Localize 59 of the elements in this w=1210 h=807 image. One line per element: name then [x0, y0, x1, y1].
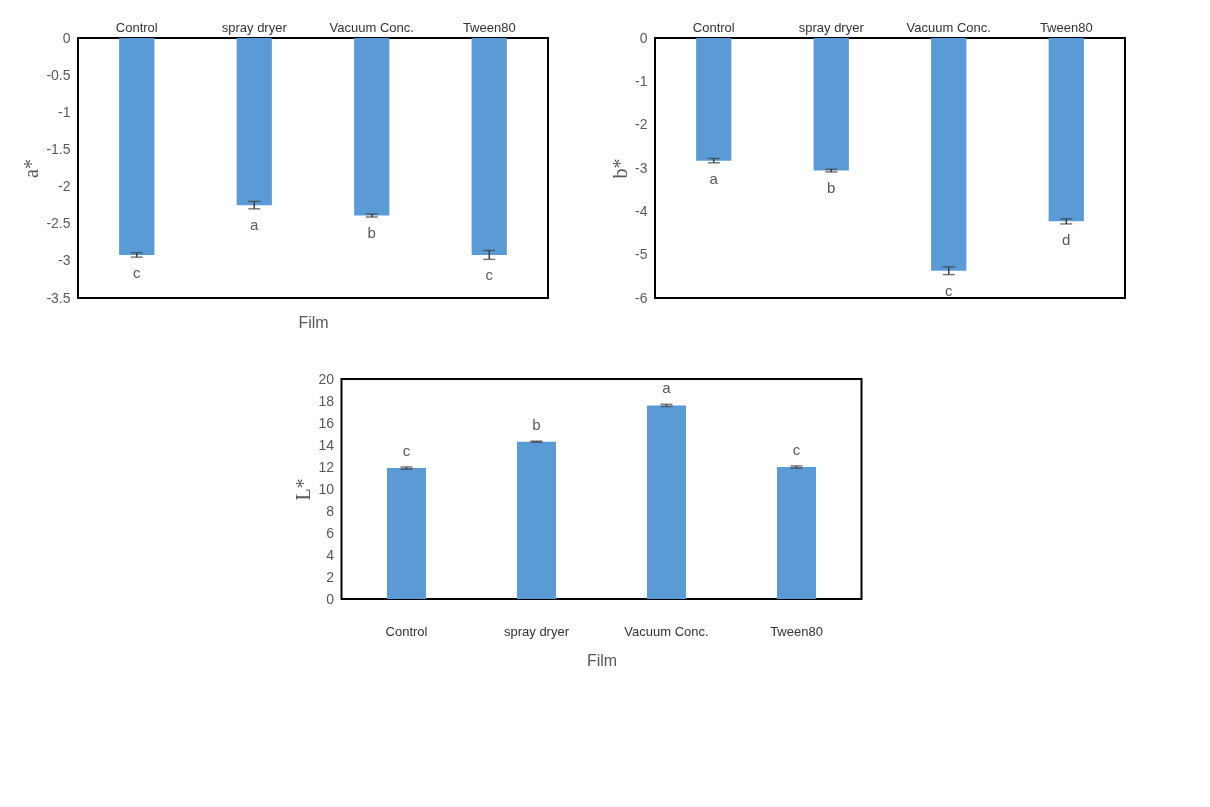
bar — [517, 441, 556, 599]
y-axis-title: L* — [292, 478, 315, 501]
bar — [647, 405, 686, 599]
x-tick-label: Control — [385, 623, 428, 639]
y-tick-label: -1 — [58, 103, 71, 120]
x-tick-label: Vacuum Conc. — [906, 19, 991, 35]
x-axis-title: Film — [586, 651, 618, 669]
annotation: c — [792, 440, 801, 458]
x-tick-label: spray dryer — [221, 19, 288, 35]
y-tick-label: 2 — [326, 568, 335, 585]
annotation: c — [402, 442, 411, 459]
y-tick-label: -3 — [58, 252, 71, 269]
y-tick-label: -4 — [635, 202, 648, 219]
bar — [387, 468, 426, 599]
y-tick-label: 12 — [318, 458, 335, 475]
x-tick-label: spray dryer — [798, 19, 865, 35]
bar — [777, 467, 816, 599]
y-tick-label: -1 — [635, 72, 648, 89]
annotation: a — [250, 215, 260, 233]
annotation: c — [133, 264, 141, 282]
annotation: d — [1062, 230, 1071, 248]
x-tick-label: Control — [115, 19, 158, 35]
y-tick-label: 0 — [326, 590, 335, 607]
y-tick-label: -3 — [635, 159, 648, 176]
annotation: b — [827, 178, 836, 196]
y-tick-label: -1.5 — [46, 140, 71, 157]
y-tick-label: -0.5 — [46, 66, 71, 83]
y-tick-label: -5 — [635, 246, 648, 263]
y-axis-title: b* — [609, 158, 632, 179]
y-tick-label: 20 — [318, 370, 335, 387]
y-tick-label: 10 — [318, 480, 335, 497]
annotation: b — [367, 224, 376, 242]
x-axis-title: Film — [298, 313, 329, 331]
x-tick-label: Tween80 — [1039, 19, 1093, 35]
x-tick-label: Tween80 — [770, 623, 823, 639]
y-tick-label: 4 — [326, 546, 335, 563]
y-tick-label: 6 — [326, 524, 335, 541]
annotation: c — [485, 266, 494, 284]
y-tick-label: -2 — [635, 116, 648, 133]
y-tick-label: 0 — [62, 29, 71, 46]
x-tick-label: Vacuum Conc. — [624, 623, 709, 639]
y-axis-title: a* — [20, 159, 43, 178]
y-tick-label: 18 — [318, 392, 335, 409]
y-tick-label: -6 — [635, 289, 648, 306]
annotation: a — [662, 379, 672, 397]
annotation: a — [709, 169, 719, 187]
x-tick-label: spray dryer — [503, 623, 570, 639]
y-tick-label: -2 — [58, 178, 71, 195]
annotation: c — [945, 281, 953, 299]
y-tick-label: 8 — [326, 502, 335, 519]
x-tick-label: Control — [692, 19, 735, 35]
x-tick-label: Vacuum Conc. — [329, 19, 414, 35]
annotation: b — [532, 416, 541, 434]
x-tick-label: Tween80 — [462, 19, 516, 35]
y-tick-label: -3.5 — [46, 289, 71, 306]
y-tick-label: 0 — [639, 29, 648, 46]
y-tick-label: 14 — [318, 436, 335, 453]
y-tick-label: -2.5 — [46, 215, 71, 232]
y-tick-label: 16 — [318, 414, 335, 431]
